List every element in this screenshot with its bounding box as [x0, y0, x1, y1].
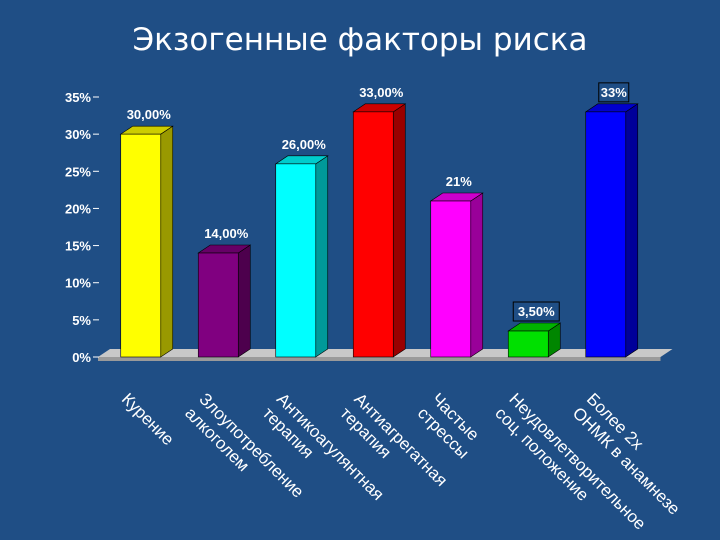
y-tick-label: 15%: [65, 239, 91, 254]
bar-front: [275, 163, 317, 358]
bar-side: [315, 155, 329, 358]
bar-side: [237, 244, 251, 358]
y-tick-label: 30%: [65, 127, 91, 142]
data-label-box: [512, 301, 560, 322]
y-tick-label: 25%: [65, 164, 91, 179]
category-labels: Курение Злоупотреблениеалкоголем Антикоагу…: [118, 389, 698, 533]
data-label: 26,00%: [282, 137, 327, 152]
data-label: 33%: [601, 85, 627, 100]
floor-front: [98, 357, 661, 361]
data-labels: 30,00% 14,00% 26,00% 33,00% 21% 3,50% 33%: [127, 82, 630, 322]
y-axis-ticks: 0% 5% 10% 15% 20% 25% 30% 35%: [65, 90, 99, 365]
bar-front: [507, 330, 549, 358]
bar: [352, 103, 407, 358]
bar-front: [197, 252, 239, 358]
bar-front: [585, 111, 627, 358]
y-tick-label: 35%: [65, 90, 91, 105]
bar-front: [352, 111, 394, 358]
bar: [584, 103, 639, 358]
data-label-box: [598, 82, 630, 103]
bar-front: [120, 133, 162, 358]
y-tick-label: 20%: [65, 201, 91, 216]
bar-side: [470, 192, 484, 358]
category-label: Курение: [118, 389, 178, 449]
bar-front: [430, 200, 472, 358]
bar: [274, 155, 329, 358]
data-label: 21%: [446, 174, 472, 189]
data-label: 14,00%: [204, 226, 249, 241]
data-label: 30,00%: [127, 107, 172, 122]
data-label: 3,50%: [518, 304, 555, 319]
bar-side: [625, 103, 639, 358]
data-label: 33,00%: [359, 85, 404, 100]
bar: [507, 322, 562, 358]
category-label: Более 2хОНМК в анамнезе: [569, 389, 698, 518]
y-tick-label: 10%: [65, 276, 91, 291]
y-tick-label: 5%: [72, 313, 91, 328]
bar: [197, 244, 252, 358]
bar: [119, 125, 174, 358]
chart-title: Экзогенные факторы риска: [132, 22, 588, 58]
bar-side: [392, 103, 406, 358]
bar: [429, 192, 484, 358]
y-tick-label: 0%: [72, 350, 91, 365]
bars: [119, 103, 639, 358]
bar-side: [160, 125, 174, 358]
